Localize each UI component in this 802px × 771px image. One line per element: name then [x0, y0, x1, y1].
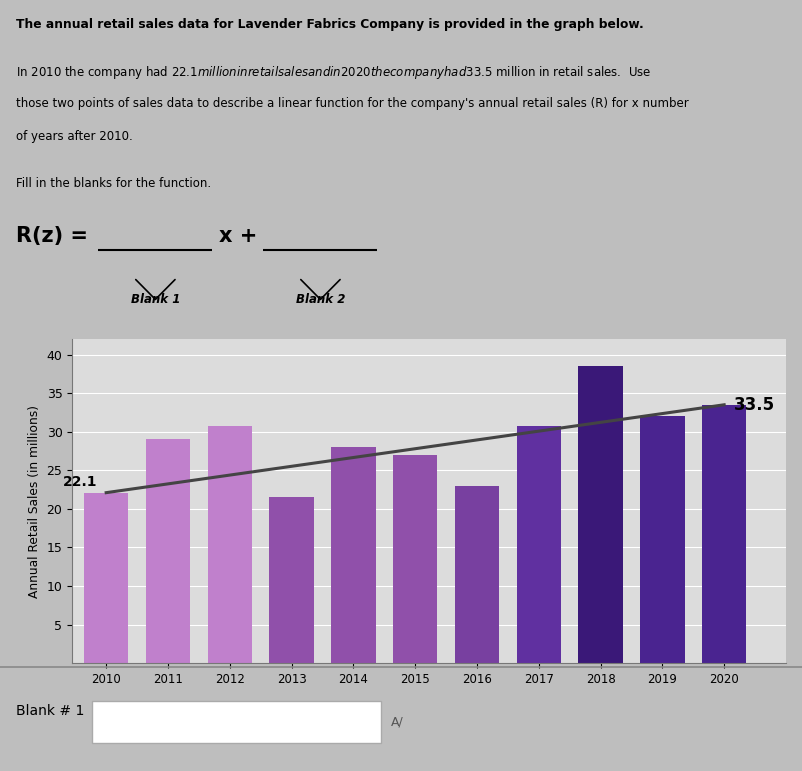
Text: x +: x + — [219, 227, 257, 247]
Text: Blank 2: Blank 2 — [296, 293, 345, 306]
Bar — [393, 455, 437, 663]
Bar — [455, 486, 499, 663]
FancyBboxPatch shape — [92, 701, 381, 743]
Text: those two points of sales data to describe a linear function for the company's a: those two points of sales data to descri… — [16, 97, 689, 110]
Text: 22.1: 22.1 — [63, 475, 97, 489]
Bar — [208, 426, 252, 663]
Bar — [578, 366, 623, 663]
Bar — [269, 497, 314, 663]
Text: 33.5: 33.5 — [734, 396, 775, 414]
Text: A/: A/ — [391, 715, 404, 729]
Text: R(z) =: R(z) = — [16, 227, 88, 247]
Text: Blank 1: Blank 1 — [131, 293, 180, 306]
Bar — [84, 493, 128, 663]
Bar — [146, 439, 190, 663]
Text: In 2010 the company had $22.1 million in retail sales and in 2020 the company ha: In 2010 the company had $22.1 million in… — [16, 64, 651, 81]
Text: Fill in the blanks for the function.: Fill in the blanks for the function. — [16, 177, 211, 190]
Bar — [702, 405, 747, 663]
Bar — [516, 426, 561, 663]
Bar — [331, 447, 375, 663]
Text: of years after 2010.: of years after 2010. — [16, 130, 132, 143]
Text: The annual retail sales data for Lavender Fabrics Company is provided in the gra: The annual retail sales data for Lavende… — [16, 18, 644, 31]
Text: Blank # 1: Blank # 1 — [16, 704, 84, 718]
Bar — [640, 416, 685, 663]
Y-axis label: Annual Retail Sales (in millions): Annual Retail Sales (in millions) — [28, 405, 41, 598]
